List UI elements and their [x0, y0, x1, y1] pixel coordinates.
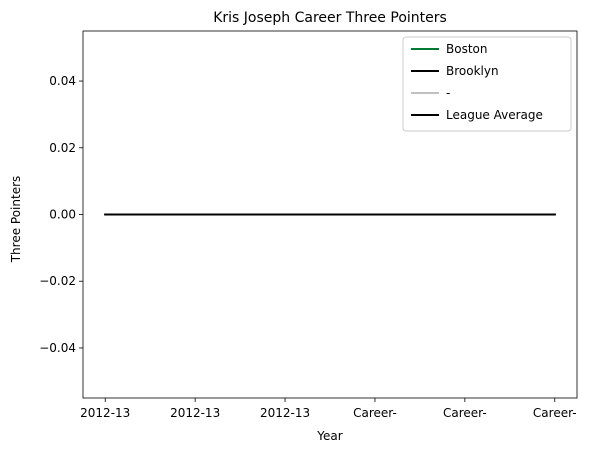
x-tick-label: Career-	[353, 406, 397, 420]
y-axis-title: Three Pointers	[9, 176, 23, 264]
x-axis-title: Year	[316, 429, 342, 443]
legend-label: -	[446, 86, 450, 100]
y-tick-label: 0.04	[49, 74, 76, 88]
x-tick-label: Career-	[443, 406, 487, 420]
y-tick-label: −0.02	[39, 274, 76, 288]
y-tick-label: 0.02	[49, 141, 76, 155]
x-tick-label: 2012-13	[170, 406, 220, 420]
legend-label: League Average	[446, 108, 543, 122]
chart-title: Kris Joseph Career Three Pointers	[213, 10, 447, 26]
legend: Boston Brooklyn - League Average	[402, 36, 572, 132]
y-tick-label: 0.00	[49, 208, 76, 222]
legend-box	[402, 36, 572, 132]
y-axis: −0.04 −0.02 0.00 0.02 0.04	[39, 74, 83, 355]
legend-label: Brooklyn	[446, 64, 499, 78]
x-tick-label: Career-	[533, 406, 577, 420]
y-tick-label: −0.04	[39, 341, 76, 355]
x-tick-label: 2012-13	[80, 406, 130, 420]
x-axis: 2012-13 2012-13 2012-13 Career- Career- Caree…	[80, 398, 577, 420]
legend-label: Boston	[446, 42, 487, 56]
x-tick-label: 2012-13	[260, 406, 310, 420]
